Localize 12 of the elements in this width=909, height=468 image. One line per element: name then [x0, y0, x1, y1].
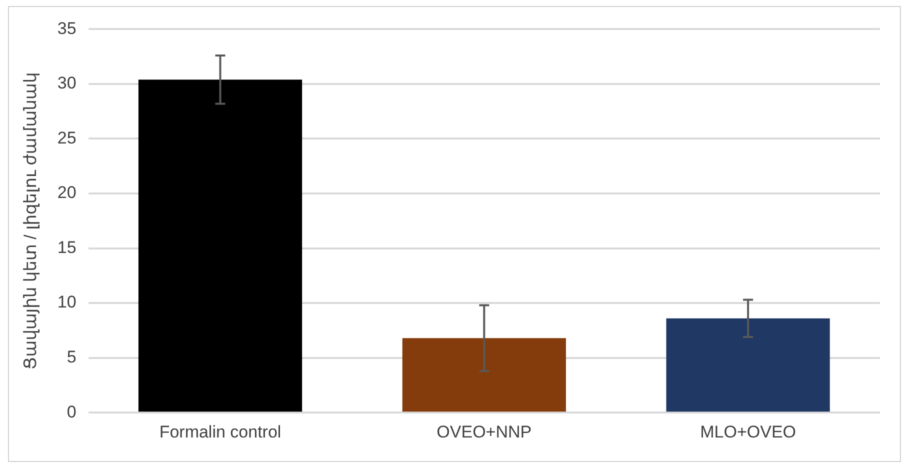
y-tick-label: 30 — [57, 74, 76, 93]
y-tick-label: 35 — [57, 18, 76, 38]
y-axis-title: Ցավային կետ / լիզելու ժամանակ — [20, 72, 40, 370]
y-tick-label: 5 — [66, 348, 76, 367]
y-tick-label: 0 — [66, 402, 76, 422]
x-tick-label: MLO+OVEO — [700, 422, 796, 442]
x-tick-label: OVEO+NNP — [436, 422, 532, 442]
y-tick-label: 10 — [57, 292, 76, 312]
x-tick-label: Formalin control — [159, 422, 282, 442]
y-tick-label: 15 — [57, 238, 76, 257]
y-tick-label: 25 — [57, 128, 76, 148]
y-tick-label: 20 — [57, 183, 76, 202]
